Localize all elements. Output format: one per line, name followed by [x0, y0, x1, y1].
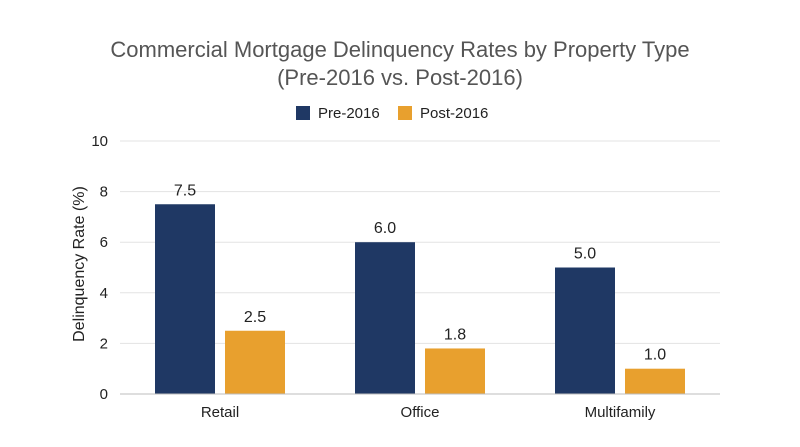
bar-retail-post-2016 — [225, 330, 285, 394]
bars — [155, 204, 685, 394]
chart-title: Commercial Mortgage Delinquency Rates by… — [110, 37, 689, 62]
y-tick-label-2: 2 — [100, 335, 108, 352]
legend-swatch-pre-2016 — [296, 106, 310, 120]
x-tick-label-multifamily: Multifamily — [585, 404, 656, 421]
legend: Pre-2016 Post-2016 — [296, 105, 488, 122]
y-tick-label-10: 10 — [91, 133, 108, 150]
value-label-retail-post-2016: 2.5 — [244, 309, 266, 326]
y-tick-label-4: 4 — [100, 285, 108, 302]
y-tick-label-8: 8 — [100, 184, 108, 201]
bar-multifamily-post-2016 — [625, 368, 685, 394]
bar-retail-pre-2016 — [155, 204, 215, 394]
chart-subtitle: (Pre-2016 vs. Post-2016) — [277, 65, 523, 90]
bar-office-pre-2016 — [355, 242, 415, 394]
legend-swatch-post-2016 — [398, 106, 412, 120]
value-label-office-post-2016: 1.8 — [444, 326, 466, 343]
value-label-office-pre-2016: 6.0 — [374, 220, 396, 237]
value-label-multifamily-post-2016: 1.0 — [644, 347, 666, 364]
bar-office-post-2016 — [425, 348, 485, 394]
value-label-multifamily-pre-2016: 5.0 — [574, 246, 596, 263]
legend-label-pre-2016: Pre-2016 — [318, 105, 380, 122]
y-tick-label-6: 6 — [100, 234, 108, 251]
y-tick-label-0: 0 — [100, 386, 108, 403]
value-label-retail-pre-2016: 7.5 — [174, 182, 196, 199]
y-axis-label: Delinquency Rate (%) — [71, 186, 88, 342]
legend-label-post-2016: Post-2016 — [420, 105, 488, 122]
x-tick-label-retail: Retail — [201, 404, 239, 421]
x-axis-ticks: Retail Office Multifamily — [201, 404, 656, 421]
value-labels: 7.5 2.5 6.0 1.8 5.0 1.0 — [174, 182, 666, 363]
y-axis-ticks: 0 2 4 6 8 10 — [91, 133, 108, 403]
bar-multifamily-pre-2016 — [555, 267, 615, 394]
x-tick-label-office: Office — [401, 404, 440, 421]
gridlines — [120, 140, 720, 344]
